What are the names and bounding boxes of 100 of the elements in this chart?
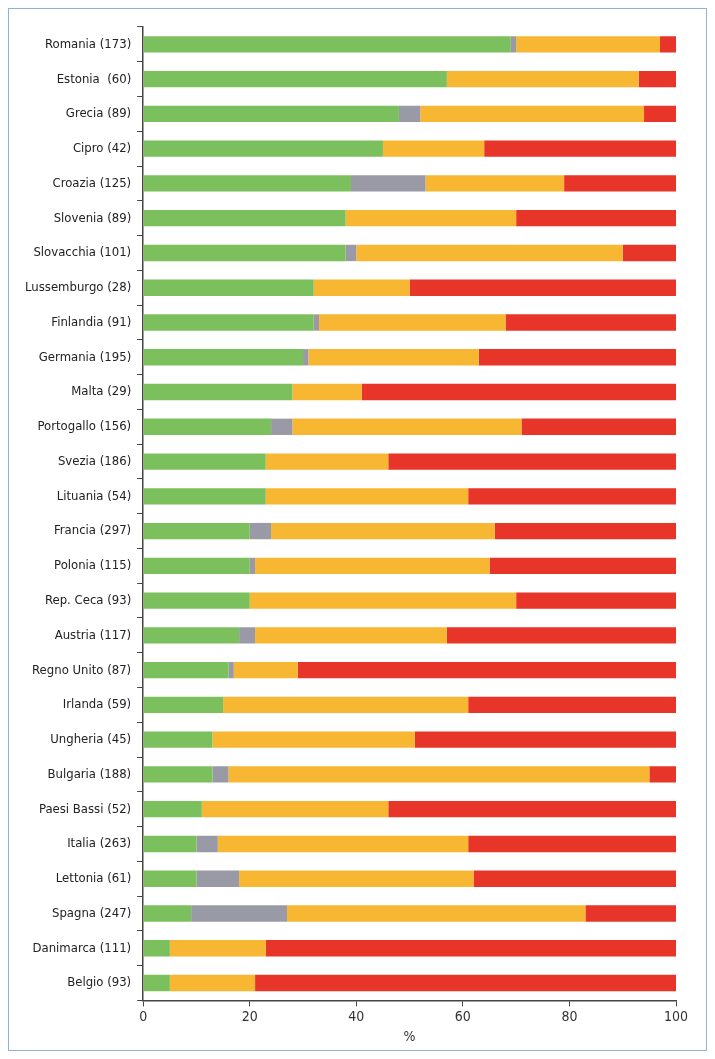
bar bbox=[228, 661, 234, 679]
bar bbox=[271, 522, 495, 540]
x-tick-label: 80 bbox=[561, 1008, 578, 1025]
bar bbox=[297, 661, 676, 679]
bar bbox=[143, 835, 197, 853]
bar bbox=[414, 731, 676, 748]
y-tick-label: Svezia (186) bbox=[57, 452, 132, 468]
bar bbox=[468, 696, 676, 714]
bar bbox=[308, 349, 479, 366]
bar bbox=[255, 974, 676, 992]
y-tick-label: Cipro (42) bbox=[72, 140, 132, 156]
bar bbox=[446, 70, 639, 88]
bar bbox=[585, 905, 676, 922]
y-tick-label: Belgio (93) bbox=[67, 974, 132, 990]
bar bbox=[212, 731, 415, 748]
y-tick-label: Spagna (247) bbox=[52, 904, 132, 920]
bar bbox=[265, 453, 389, 470]
bar bbox=[143, 279, 314, 296]
y-tick-label: Irlanda (59) bbox=[62, 696, 132, 712]
bar bbox=[420, 105, 645, 123]
y-tick-label: Lussemburgo (28) bbox=[24, 279, 132, 295]
bar bbox=[196, 835, 218, 853]
bar bbox=[521, 418, 676, 435]
bar bbox=[143, 731, 213, 748]
y-tick-label: Paesi Bassi (52) bbox=[38, 800, 132, 816]
bar bbox=[425, 175, 565, 192]
bar bbox=[143, 488, 266, 505]
bar bbox=[228, 766, 650, 783]
y-tick-label: Rep. Ceca (93) bbox=[44, 591, 132, 607]
y-tick-label: Austria (117) bbox=[54, 626, 132, 642]
bar bbox=[345, 210, 517, 227]
y-tick-label: Grecia (89) bbox=[65, 105, 132, 121]
bar bbox=[265, 940, 676, 957]
y-tick-label: Finlandia (91) bbox=[51, 313, 132, 329]
bar bbox=[143, 557, 250, 575]
bar bbox=[388, 453, 676, 470]
y-tick-label: Croazia (125) bbox=[52, 174, 132, 190]
bar bbox=[409, 279, 676, 296]
bar bbox=[265, 488, 469, 505]
bar bbox=[143, 801, 202, 818]
bar bbox=[143, 974, 170, 992]
bar bbox=[223, 696, 469, 714]
bar bbox=[494, 522, 676, 540]
bar bbox=[233, 661, 298, 679]
bar bbox=[660, 36, 676, 53]
bar bbox=[382, 140, 485, 157]
bar bbox=[143, 383, 293, 401]
bar bbox=[143, 940, 170, 957]
y-tick-label: Slovenia (89) bbox=[53, 209, 132, 225]
y-tick-label: Ungheria (45) bbox=[50, 731, 132, 747]
x-tick-label: 100 bbox=[663, 1008, 689, 1025]
y-tick-label: Germania (195) bbox=[38, 348, 132, 364]
bar bbox=[446, 627, 676, 644]
bar bbox=[249, 522, 272, 540]
bar bbox=[478, 349, 676, 366]
y-tick-label: Malta (29) bbox=[71, 383, 132, 399]
bar bbox=[169, 940, 266, 957]
bar bbox=[143, 314, 314, 331]
bar bbox=[350, 175, 426, 192]
bar bbox=[468, 835, 676, 853]
y-tick-label: Lituania (54) bbox=[56, 487, 132, 503]
bar bbox=[239, 627, 256, 644]
bar bbox=[255, 557, 490, 575]
bar bbox=[313, 279, 410, 296]
bar bbox=[143, 905, 192, 922]
bar bbox=[169, 974, 256, 992]
bar bbox=[361, 383, 676, 401]
bar bbox=[201, 801, 389, 818]
bar bbox=[143, 418, 272, 435]
bar bbox=[143, 870, 197, 887]
bar bbox=[516, 592, 676, 609]
bar bbox=[249, 592, 517, 609]
bar bbox=[489, 557, 676, 575]
y-tick-label: Estonia (60) bbox=[56, 70, 132, 86]
bar bbox=[196, 870, 240, 887]
bar bbox=[249, 557, 256, 575]
bar bbox=[398, 105, 421, 123]
y-tick-label: Polonia (115) bbox=[54, 557, 132, 573]
bar bbox=[217, 835, 469, 853]
y-tick-label: Romania (173) bbox=[44, 35, 132, 51]
bar bbox=[319, 314, 506, 331]
bar bbox=[388, 801, 676, 818]
bar bbox=[516, 210, 676, 227]
y-tick-label: Danimarca (111) bbox=[32, 939, 132, 955]
x-tick-label: 20 bbox=[241, 1008, 258, 1025]
bar bbox=[510, 36, 517, 53]
bar bbox=[143, 349, 304, 366]
bar bbox=[143, 766, 213, 783]
bar bbox=[143, 696, 224, 714]
bar bbox=[143, 70, 447, 88]
bar bbox=[143, 453, 266, 470]
bar bbox=[287, 905, 586, 922]
bar bbox=[143, 36, 511, 53]
bar bbox=[644, 105, 676, 123]
bar bbox=[143, 140, 383, 157]
bar bbox=[356, 244, 623, 262]
y-tick-label: Regno Unito (87) bbox=[32, 661, 132, 677]
x-tick-label: 40 bbox=[348, 1008, 365, 1025]
bar bbox=[303, 349, 309, 366]
bar bbox=[649, 766, 676, 783]
